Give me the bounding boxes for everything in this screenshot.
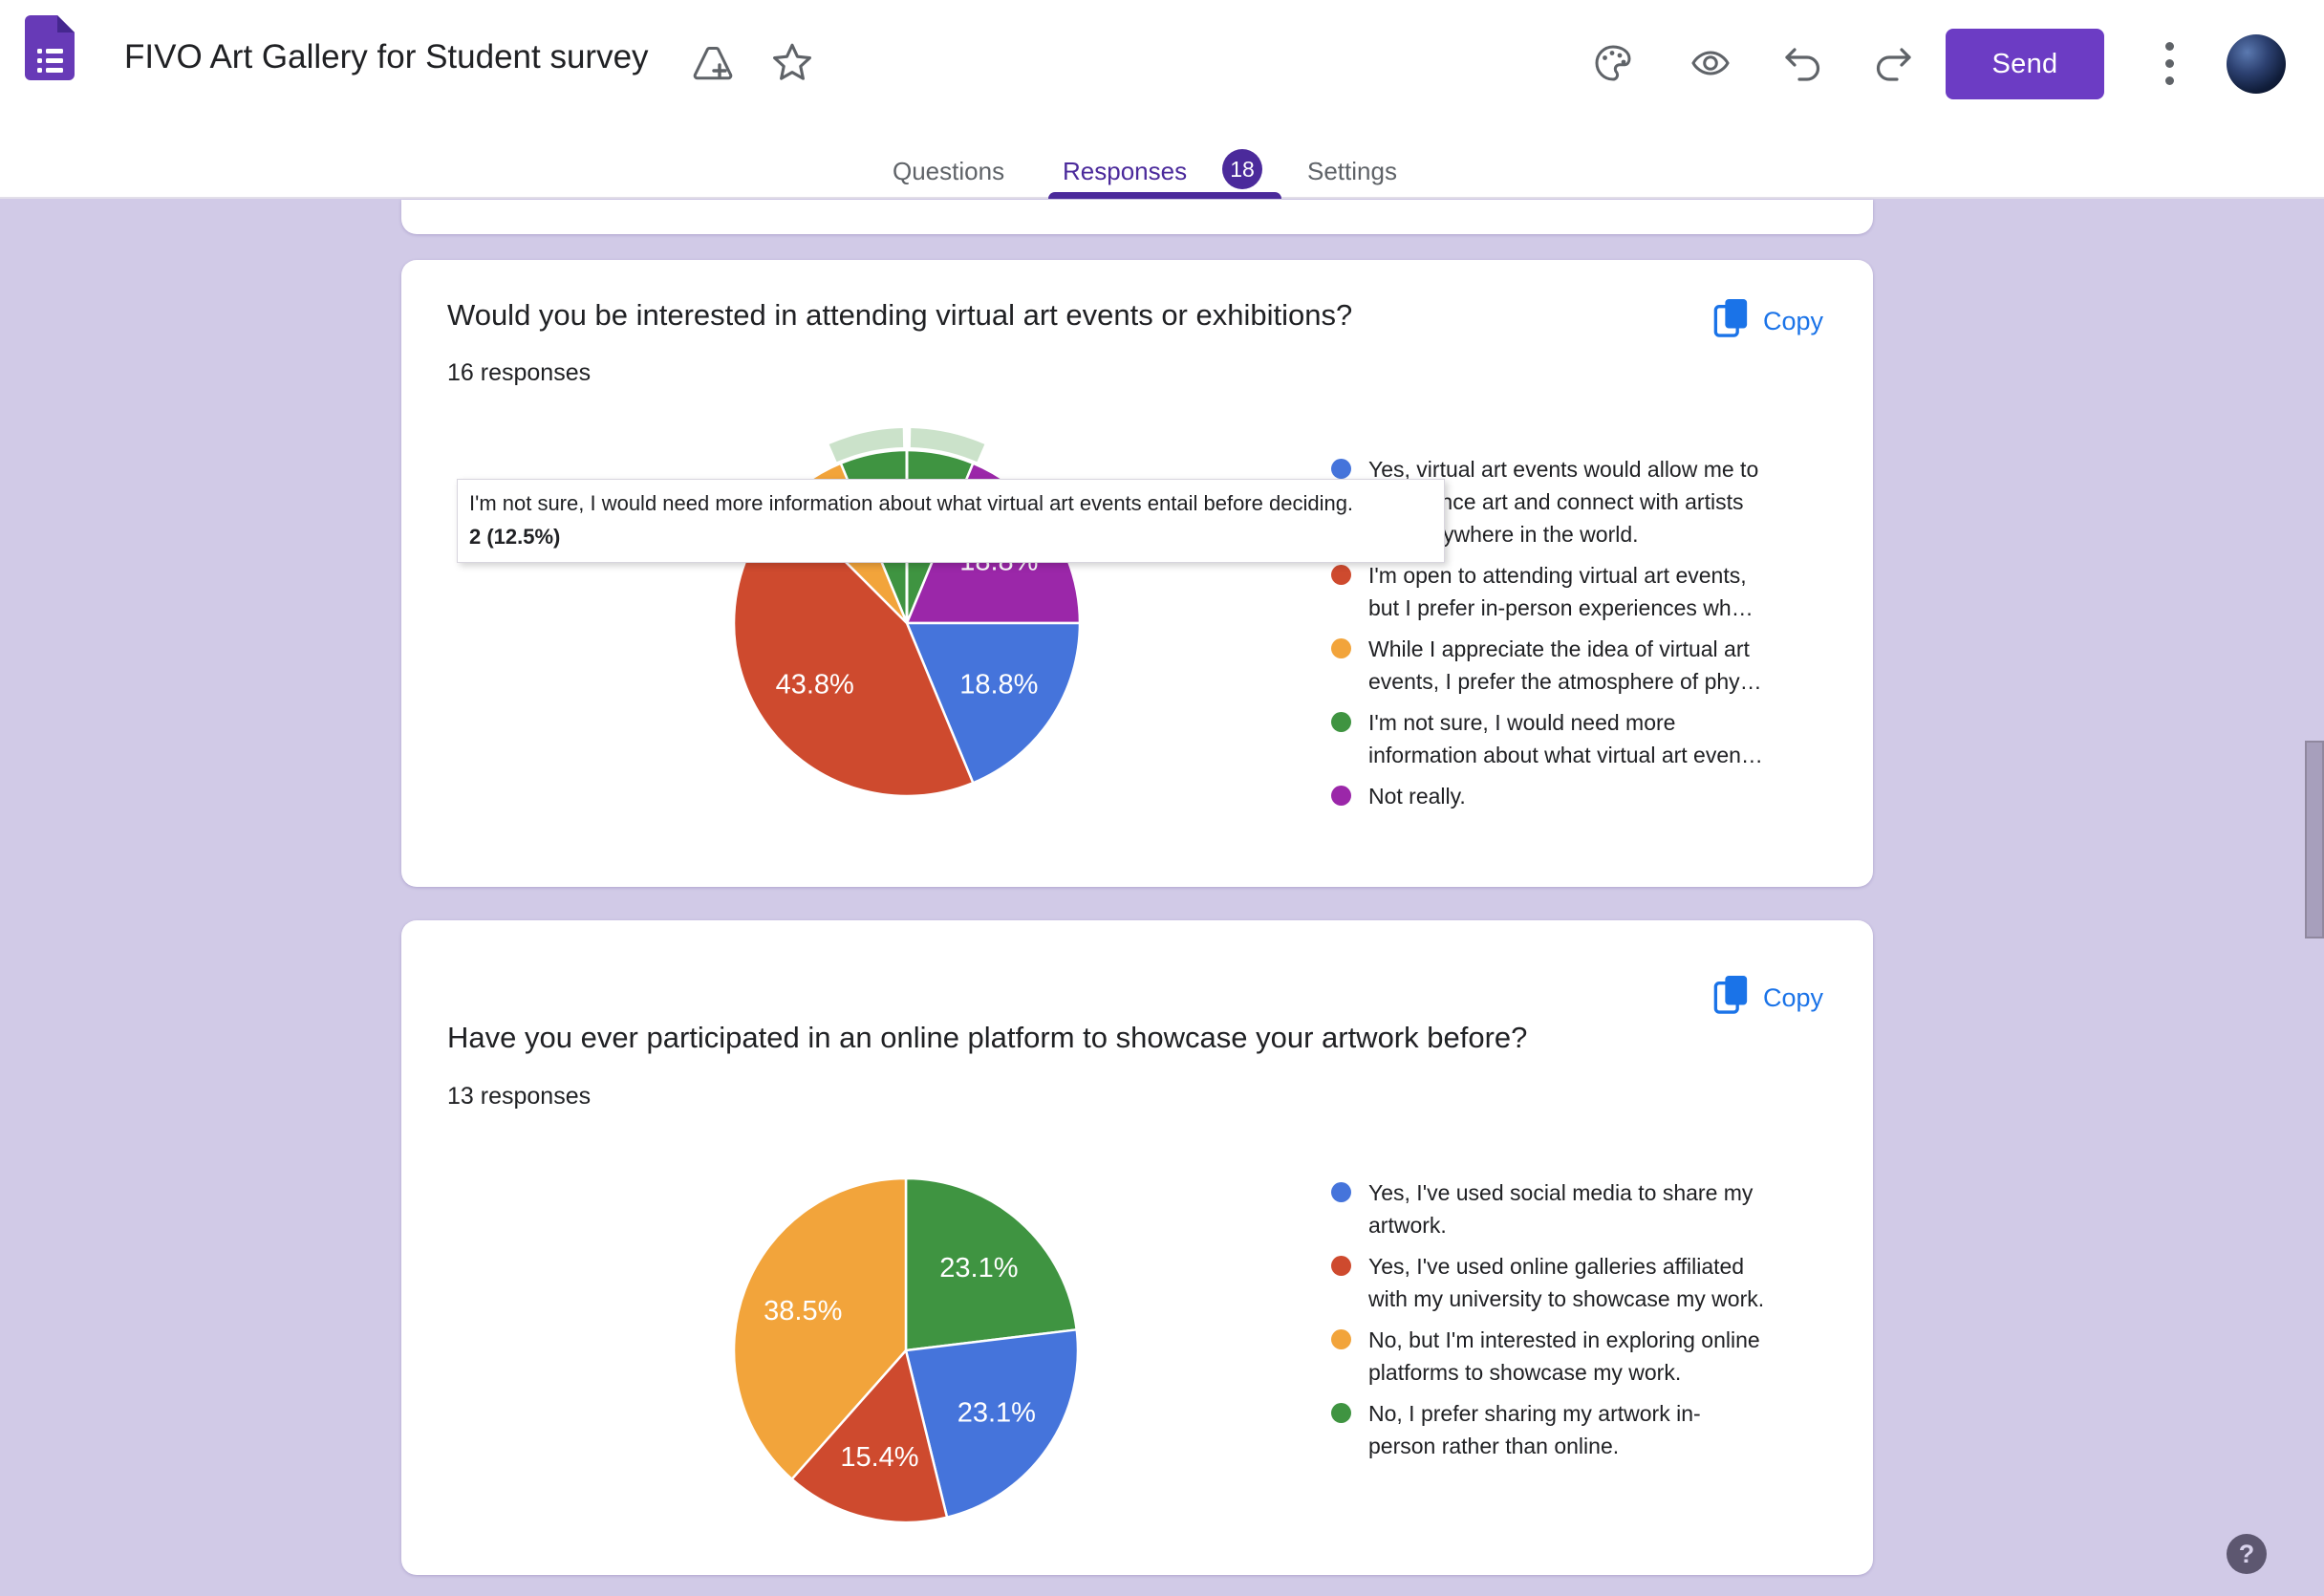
legend-label: I'm not sure, I would need more informati… — [1368, 710, 1763, 767]
pie-slice[interactable] — [904, 1328, 1080, 1520]
copy-button[interactable]: Copy — [1713, 296, 1823, 347]
palette-icon[interactable] — [1592, 42, 1634, 84]
pie-chart-online-platform: 23.1% 23.1% 15.4% 38.5% — [732, 1176, 1080, 1524]
pie-slice[interactable] — [732, 1176, 908, 1480]
help-button[interactable]: ? — [2227, 1534, 2267, 1574]
legend-item: Yes, I've used social media to share my a… — [1331, 1176, 1828, 1241]
legend-color-dot — [1331, 786, 1351, 806]
star-icon[interactable] — [770, 40, 812, 82]
legend-color-dot — [1331, 565, 1351, 585]
legend-label: Not really. — [1368, 784, 1466, 809]
legend-label: Yes, I've used social media to share my a… — [1368, 1180, 1754, 1238]
pie-percent-label: 15.4% — [840, 1442, 918, 1473]
card-previous-partial — [401, 200, 1873, 234]
legend-label: No, but I'm interested in exploring onli… — [1368, 1327, 1760, 1385]
responses-count-label: 13 responses — [447, 1083, 592, 1110]
pie-slice[interactable] — [904, 1176, 1078, 1352]
responses-count-badge: 18 — [1222, 149, 1262, 189]
legend-item: While I appreciate the idea of virtual a… — [1331, 633, 1828, 698]
legend-color-dot — [1331, 1403, 1351, 1423]
form-title[interactable]: FIVO Art Gallery for Student survey — [124, 38, 649, 75]
tooltip-option-text: I'm not sure, I would need more informat… — [469, 491, 1354, 515]
legend-color-dot — [1331, 712, 1351, 732]
legend-color-dot — [1331, 1329, 1351, 1349]
question-title: Would you be interested in attending vir… — [447, 298, 1353, 332]
redo-icon[interactable] — [1873, 42, 1915, 84]
app-header: FIVO Art Gallery for Student survey — [0, 0, 2324, 143]
legend-label: While I appreciate the idea of virtual a… — [1368, 636, 1762, 694]
legend-item: Not really. — [1331, 780, 1828, 812]
legend-color-dot — [1331, 1256, 1351, 1276]
undo-icon[interactable] — [1781, 42, 1823, 84]
more-options-kebab-icon[interactable] — [2148, 38, 2190, 88]
pie-slice[interactable] — [905, 621, 1082, 785]
chart-legend: Yes, I've used social media to share my a… — [1331, 1176, 1828, 1471]
pie-chart-virtual-events: 18.8%18.8%43.8% — [732, 428, 1082, 798]
tab-bar: Questions Responses 18 Settings — [0, 143, 2324, 199]
preview-eye-icon[interactable] — [1689, 42, 1732, 84]
copy-button[interactable]: Copy — [1713, 973, 1823, 1024]
pie-percent-label: 23.1% — [958, 1397, 1036, 1428]
legend-item: Yes, I've used online galleries affiliat… — [1331, 1250, 1828, 1315]
question-card-1: Would you be interested in attending vir… — [401, 260, 1873, 887]
pie-percent-label: 38.5% — [764, 1296, 842, 1326]
scrollbar-thumb[interactable] — [2305, 741, 2324, 938]
legend-item: No, but I'm interested in exploring onli… — [1331, 1324, 1828, 1389]
tab-responses[interactable]: Responses — [1063, 157, 1188, 185]
question-title: Have you ever participated in an online … — [447, 1021, 1528, 1054]
send-button[interactable]: Send — [1946, 29, 2104, 99]
move-to-folder-icon[interactable] — [692, 42, 734, 84]
chart-tooltip: I'm not sure, I would need more informat… — [457, 479, 1445, 563]
legend-item: I'm not sure, I would need more informati… — [1331, 706, 1828, 771]
question-card-2: Copy Have you ever participated in an on… — [401, 920, 1873, 1575]
copy-icon — [1713, 296, 1750, 347]
copy-icon — [1713, 973, 1750, 1024]
legend-item: I'm open to attending virtual art events… — [1331, 559, 1828, 624]
pie-percent-label: 23.1% — [939, 1253, 1018, 1283]
slice-hover-halo — [828, 428, 904, 463]
pie-percent-label: 43.8% — [776, 669, 854, 700]
account-avatar[interactable] — [2227, 34, 2286, 94]
pie-percent-label: 18.8% — [959, 669, 1038, 700]
copy-label: Copy — [1762, 307, 1823, 335]
pie-slice[interactable] — [790, 1348, 949, 1524]
legend-label: No, I prefer sharing my artwork in-perso… — [1368, 1401, 1701, 1458]
legend-label: Yes, I've used online galleries affiliat… — [1368, 1254, 1765, 1311]
slice-hover-halo — [910, 428, 985, 463]
legend-color-dot — [1331, 638, 1351, 658]
legend-label: I'm open to attending virtual art events… — [1368, 563, 1754, 620]
forms-logo[interactable] — [25, 15, 75, 80]
tooltip-value: 2 (12.5%) — [469, 525, 561, 549]
legend-color-dot — [1331, 1182, 1351, 1202]
tab-settings[interactable]: Settings — [1307, 157, 1397, 185]
legend-color-dot — [1331, 459, 1351, 479]
active-tab-underline — [1048, 192, 1281, 199]
tab-questions[interactable]: Questions — [893, 157, 1005, 185]
legend-item: No, I prefer sharing my artwork in-perso… — [1331, 1397, 1828, 1462]
copy-label: Copy — [1762, 983, 1823, 1012]
responses-count-label: 16 responses — [447, 359, 592, 386]
